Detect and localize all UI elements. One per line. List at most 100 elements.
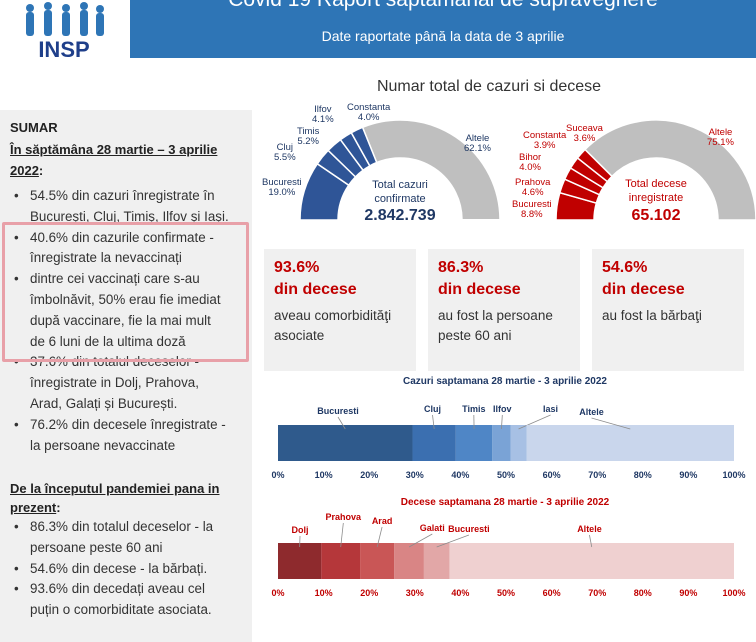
highlight-box (2, 222, 249, 362)
week-item-text: 54.5% din cazuri înregistrate în (30, 188, 215, 203)
leader-line (591, 417, 631, 430)
cases-gauge (299, 120, 501, 221)
week-item-text: București, Cluj, Timiș, Ilfov și Iași. (30, 208, 229, 224)
axis-tick-label: 60% (543, 588, 561, 598)
page-title: Covid 19 Raport saptamanal de supravegne… (130, 0, 756, 12)
axis-tick-label: 50% (497, 470, 515, 480)
deaths-label-suceava: Suceava 3.6% (566, 123, 603, 144)
axis-tick-label: 0% (271, 588, 284, 598)
bar-segment-timis (455, 425, 493, 461)
bar-segment-ilfov (492, 425, 511, 461)
week-item-text: dintre cei vaccinați care s-au (30, 271, 200, 287)
cases-center-label: Total cazuri confirmate (372, 179, 428, 205)
deaths-label-constanta: Constanta 3.9% (523, 130, 567, 151)
week-item-text: înregistrate in Dolj, Prahova, (30, 375, 199, 391)
axis-tick-label: 60% (543, 470, 561, 480)
series-label-altele: Altele (579, 407, 604, 417)
bullet-dot: • (14, 581, 19, 597)
axis-tick-label: 70% (588, 470, 606, 480)
series-label-galati: Galati (420, 523, 445, 533)
pandemic-item-text: 54.6% din decese - la bărbați. (30, 560, 208, 576)
series-label-cluj: Cluj (424, 404, 441, 414)
axis-tick-label: 100% (722, 470, 745, 480)
page-subtitle: Date raportate până la data de 3 aprilie (321, 28, 565, 44)
bullet-dot: • (14, 560, 19, 576)
pandemic-item-text: 86.3% din totalul deceselor - la (30, 519, 214, 534)
bar-segment-cluj (412, 425, 456, 461)
stat-subtitle: din decese (602, 281, 685, 298)
pandemic-heading-line2: prezent: (10, 500, 61, 515)
axis-tick-label: 40% (451, 588, 469, 598)
bar-segment-galati (394, 543, 424, 579)
period-heading-year: 2022: (10, 163, 44, 178)
leader-line (376, 526, 383, 548)
bar-segment-altele (449, 543, 734, 579)
stat-subtitle: din decese (438, 281, 521, 298)
cases-label-ilfov: Ilfov 4.1% (312, 104, 334, 125)
deaths-gauge (555, 120, 756, 221)
week-item-text: 40.6% din cazurile confirmate - (30, 229, 214, 245)
pandemic-item-text: 93.6% din decedați aveau cel (30, 581, 205, 597)
axis-tick-label: 50% (497, 588, 515, 598)
leader-line (432, 414, 435, 430)
week-item-text: de 6 luni de la ultima doză (30, 333, 186, 349)
bar-segment-prahova (321, 543, 361, 579)
stat-percent: 54.6% (602, 259, 648, 276)
pandemic-item-text: persoane peste 60 ani (30, 539, 163, 555)
bullet-dot: • (14, 188, 19, 203)
deaths-label-prahova: Prahova 4.6% (515, 177, 551, 198)
cases-stacked-bar-chart: Bucuresti Cluj Timis Ilfov Iasi Altele 0% 10% 20… (271, 404, 745, 480)
week-item-text: după vaccinare, fie la mai mult (30, 312, 211, 328)
totals-title: Numar total de cazuri si decese (376, 78, 602, 95)
axis-tick-label: 10% (315, 470, 333, 480)
axis-tick-label: 70% (588, 588, 606, 598)
leader-line (408, 533, 433, 548)
bar-segment-bucuresti (423, 543, 450, 579)
week-item-text: îmbolnăvit, 50% erau fie imediat (30, 292, 221, 307)
leader-line (436, 534, 470, 548)
bar-segment-altele (526, 425, 734, 461)
series-label-prahova: Prahova (326, 512, 363, 522)
stat-percent: 93.6% (274, 259, 320, 276)
stat-description: au fost la bărbaţi (602, 308, 702, 323)
axis-tick-label: 20% (360, 470, 378, 480)
deaths-total: 65.102 (631, 207, 681, 224)
period-heading: În săptămâna 28 martie – 3 aprilie (10, 142, 218, 157)
cases-label-bucuresti: Bucuresti 19.0% (262, 177, 302, 198)
stat-percent: 86.3% (438, 259, 484, 276)
deaths-bar-title: Decese saptamana 28 martie - 3 aprilie 2… (400, 497, 610, 508)
bullet-dot: • (14, 271, 19, 287)
series-label-bucuresti: Bucuresti (448, 524, 490, 534)
axis-tick-label: 80% (634, 588, 652, 598)
deaths-stacked-bar-chart: Dolj Prahova Arad Galati Bucuresti Altele 0% 10… (271, 512, 745, 598)
bar-segment-dolj (278, 543, 322, 579)
bullet-dot: • (14, 229, 19, 245)
report-header: Covid 19 Raport saptamanal de supravegne… (130, 0, 756, 58)
axis-tick-label: 80% (634, 470, 652, 480)
leader-line (501, 414, 503, 430)
svg-text:INSP: INSP (38, 37, 89, 60)
stat-card-gender: 54.6% din decese au fost la bărbaţi (592, 249, 744, 371)
series-label-ilfov: Ilfov (493, 404, 512, 414)
pandemic-item-text: puțin o comorbiditate asociata. (30, 602, 212, 618)
deaths-center-label: Total decese inregistrate (625, 178, 687, 204)
axis-tick-label: 20% (360, 588, 378, 598)
axis-tick-label: 90% (679, 470, 697, 480)
summary-heading: SUMAR (10, 120, 58, 135)
cases-bar-title: Cazuri saptamana 28 martie - 3 aprilie 2… (403, 376, 607, 387)
bar-segment-arad (360, 543, 395, 579)
insp-logo: INSP (26, 2, 104, 60)
week-item-text: 76.2% din decesele înregistrate - (30, 416, 226, 432)
axis-tick-label: 0% (271, 470, 284, 480)
week-item-text: la persoane nevaccinate (30, 437, 176, 453)
stat-card-age: 86.3% din decese au fost la persoane pest… (428, 249, 580, 371)
week-item-text: Arad, Galați și București. (30, 396, 178, 411)
leader-line (589, 534, 593, 548)
cases-label-altele: Altele 62.1% (464, 133, 491, 154)
gauge-slice-altele (361, 120, 501, 221)
stat-subtitle: din decese (274, 281, 357, 298)
series-label-altele: Altele (577, 524, 602, 534)
series-label-timis: Timis (462, 404, 485, 414)
deaths-label-altele: Altele 75.1% (707, 127, 734, 148)
